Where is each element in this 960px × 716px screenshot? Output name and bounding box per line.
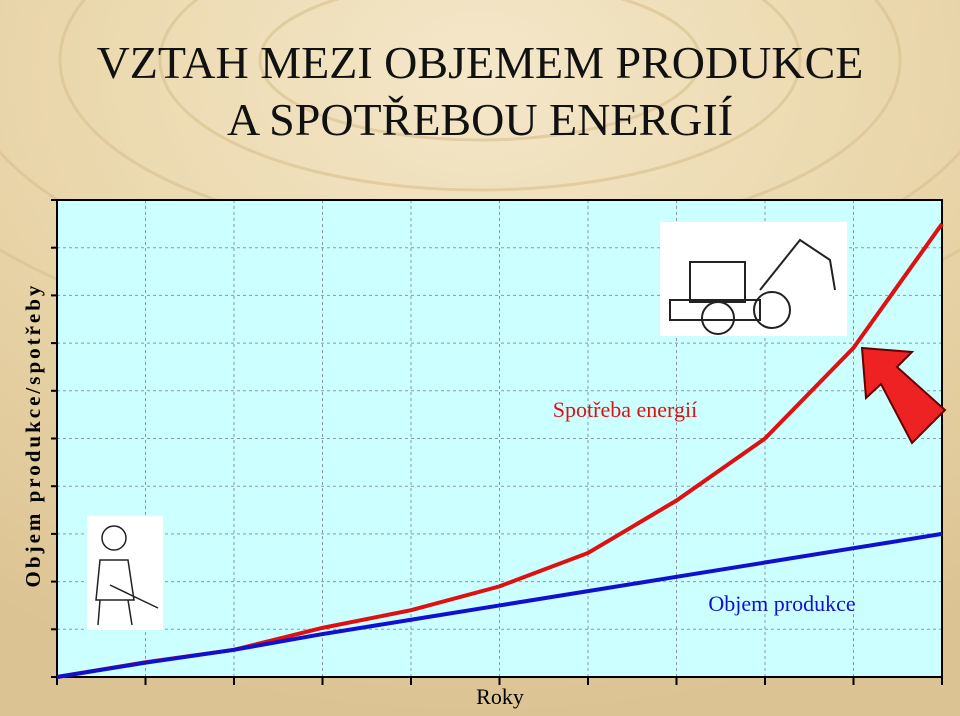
machine-picture	[660, 222, 847, 336]
worker-picture	[87, 516, 163, 630]
plot-frame	[56, 199, 943, 678]
x-axis-label: Roky	[476, 684, 524, 709]
chart-title: A SPOTŘEBOU ENERGIÍ	[227, 94, 733, 145]
series-line	[56, 531, 943, 679]
series-label: Objem produkce	[708, 591, 855, 616]
y-axis-label: Objem produkce/spotřeby	[21, 283, 45, 588]
series-label: Spotřeba energií	[553, 397, 697, 422]
arrow	[860, 346, 947, 445]
chart-title: VZTAH MEZI OBJEMEM PRODUKCE	[97, 37, 864, 88]
